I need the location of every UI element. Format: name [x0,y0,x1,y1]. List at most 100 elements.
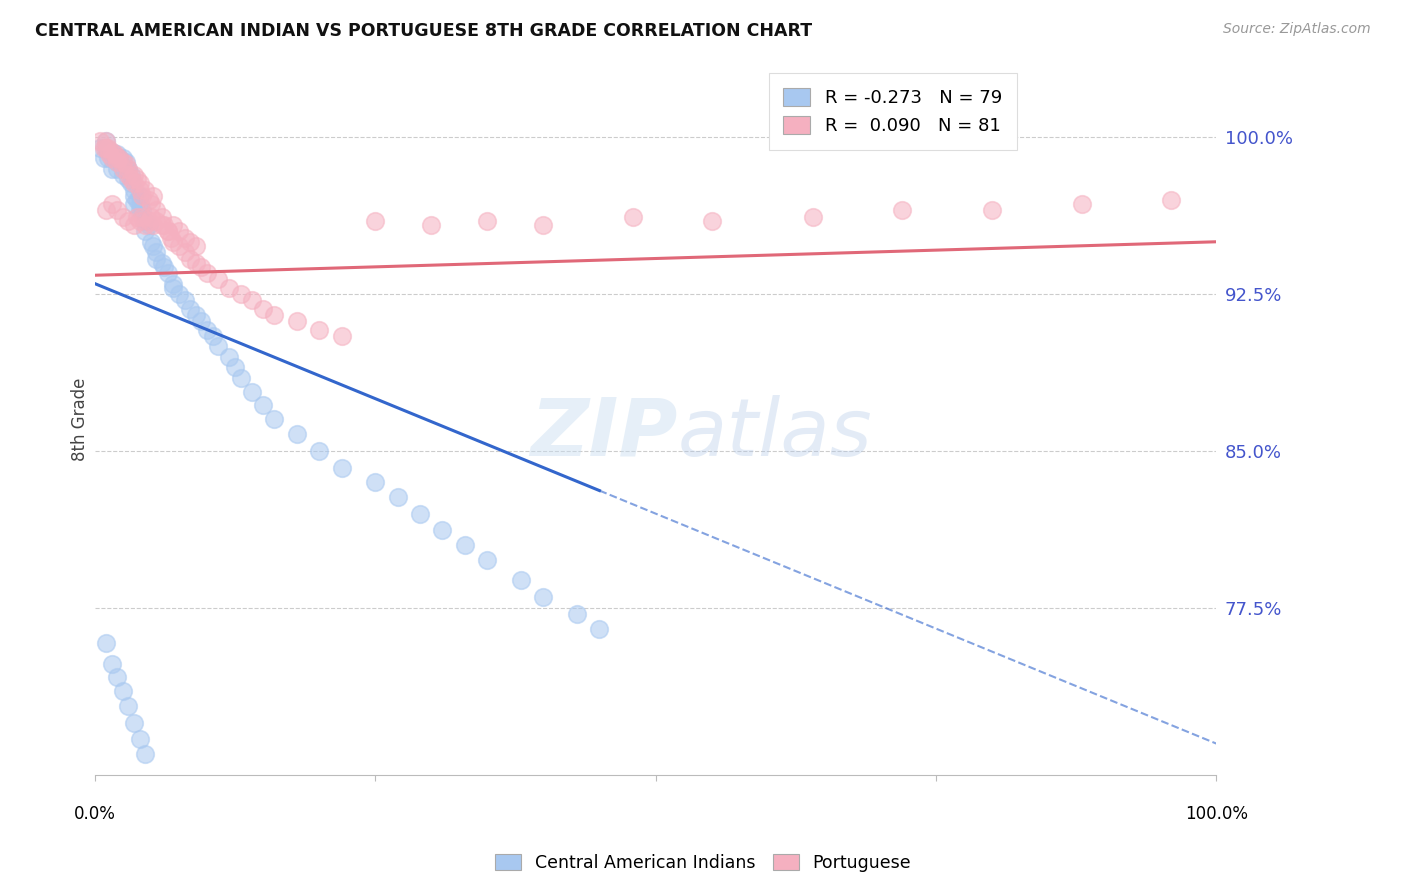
Point [117,172,139,186]
Point [162,277,184,291]
Point [105,155,128,169]
Point [134,747,156,761]
Point [122,182,145,196]
Point [97,141,120,155]
Point [308,443,330,458]
Point [207,339,229,353]
Point [120,176,142,190]
Point [117,168,139,182]
Point [700,214,723,228]
Point [252,398,274,412]
Point [100,197,122,211]
Point [285,314,308,328]
Point [1070,197,1092,211]
Point [190,314,212,328]
Point [138,214,160,228]
Point [173,230,195,244]
Point [100,145,122,159]
Point [477,552,499,566]
Point [145,245,167,260]
Point [122,218,145,232]
Point [420,218,443,232]
Point [122,197,145,211]
Point [111,161,134,176]
Point [432,524,454,538]
Point [98,145,121,159]
Point [156,224,179,238]
Point [150,210,173,224]
Point [162,281,184,295]
Point [89,135,111,149]
Point [122,188,145,202]
Point [207,272,229,286]
Point [139,197,162,211]
Point [128,188,150,202]
Point [364,475,387,490]
Text: 0.0%: 0.0% [75,805,115,823]
Point [229,287,252,301]
Point [285,427,308,442]
Text: CENTRAL AMERICAN INDIAN VS PORTUGUESE 8TH GRADE CORRELATION CHART: CENTRAL AMERICAN INDIAN VS PORTUGUESE 8T… [35,22,813,40]
Point [150,255,173,269]
Text: Source: ZipAtlas.com: Source: ZipAtlas.com [1223,22,1371,37]
Point [108,155,131,169]
Point [120,168,142,182]
Point [115,157,138,171]
Point [387,490,409,504]
Point [89,141,111,155]
Point [117,161,139,176]
Point [224,360,246,375]
Point [97,151,120,165]
Point [139,235,162,249]
Point [263,308,285,322]
Point [201,329,224,343]
Point [981,203,1004,218]
Point [160,230,183,244]
Point [167,239,190,253]
Point [105,147,128,161]
Point [111,684,134,698]
Point [98,147,121,161]
Point [134,182,156,196]
Point [229,370,252,384]
Point [128,203,150,218]
Point [127,172,149,186]
Point [127,210,149,224]
Point [173,293,195,308]
Point [138,193,160,207]
Point [93,151,115,165]
Point [94,203,117,218]
Point [195,266,218,280]
Point [156,224,179,238]
Point [142,188,165,202]
Point [621,210,644,224]
Point [139,210,162,224]
Point [108,151,131,165]
Point [100,161,122,176]
Point [167,287,190,301]
Point [115,155,138,169]
Point [134,224,156,238]
Point [128,732,150,747]
Point [122,168,145,182]
Point [145,252,167,266]
Point [104,151,127,165]
Point [108,151,131,165]
Point [891,203,914,218]
Point [131,203,153,218]
Y-axis label: 8th Grade: 8th Grade [72,378,89,461]
Point [150,218,173,232]
Point [131,188,153,202]
Text: 100.0%: 100.0% [1185,805,1247,823]
Text: ZIP: ZIP [530,394,678,473]
Point [94,636,117,650]
Point [218,281,240,295]
Point [454,538,477,552]
Point [330,460,353,475]
Point [104,147,127,161]
Point [128,176,150,190]
Point [510,574,533,588]
Point [308,322,330,336]
Legend: R = -0.273   N = 79, R =  0.090   N = 81: R = -0.273 N = 79, R = 0.090 N = 81 [769,73,1017,150]
Point [1160,193,1182,207]
